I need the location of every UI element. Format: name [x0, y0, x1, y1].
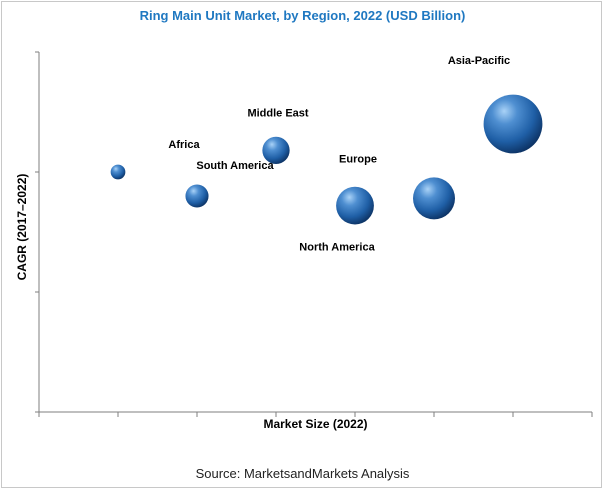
labels-layer: Africa South America Middle East North Amer…	[168, 55, 510, 254]
axes	[35, 51, 593, 417]
label-south-america: South America	[196, 160, 274, 172]
bubble-south-america	[185, 184, 209, 208]
bubble-europe	[413, 177, 455, 220]
y-axis-label: CAGR (2017–2022)	[15, 174, 29, 281]
label-north-america: North America	[299, 242, 375, 254]
x-axis-label: Market Size (2022)	[263, 417, 367, 431]
label-middle-east: Middle East	[247, 107, 308, 119]
label-asia-pacific: Asia-Pacific	[448, 55, 510, 67]
chart-title: Ring Main Unit Market, by Region, 2022 (…	[139, 8, 466, 23]
label-europe: Europe	[339, 153, 377, 165]
source-note: Source: MarketsandMarkets Analysis	[195, 466, 410, 481]
bubble-asia-pacific	[483, 94, 543, 154]
label-africa: Africa	[168, 139, 200, 151]
bubble-middle-east	[262, 136, 290, 165]
bubble-africa	[110, 164, 126, 180]
bubble-north-america	[336, 186, 374, 225]
bubbles-layer	[110, 94, 543, 225]
